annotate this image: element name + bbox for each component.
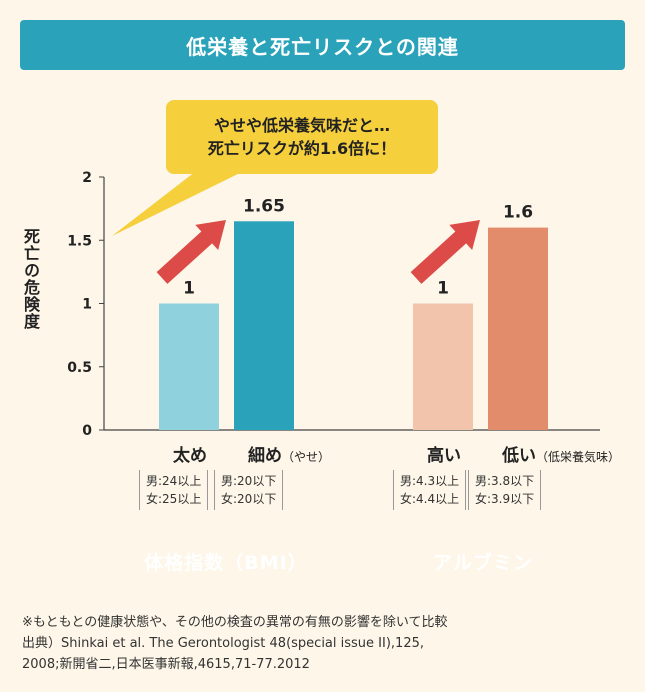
callout-line-2: 死亡リスクが約1.6倍に！ <box>207 139 397 158</box>
x-category-sub: （低栄養気味） <box>536 450 621 464</box>
footer-line-3: 2008;新開省二,日本医事新報,4615,71-77.2012 <box>22 657 310 672</box>
bar-value-label: 1.65 <box>243 196 285 216</box>
threshold-line: 女:4.4以上 <box>400 492 460 506</box>
y-axis-label: 死亡の危険度 <box>21 228 40 330</box>
footer-notes: ※もともとの健康状態や、その他の検査の異常の有無の影響を除いて比較 出典）Shi… <box>22 612 622 675</box>
y-tick-label: 0.5 <box>67 360 92 376</box>
bar <box>159 303 219 430</box>
callout-line-1: やせや低栄養気味だと… <box>213 115 390 135</box>
chart-title: 低栄養と死亡リスクとの関連 <box>20 20 625 70</box>
x-category-label: 太め <box>173 441 207 466</box>
increase-arrow <box>156 220 226 284</box>
bar <box>488 227 548 430</box>
x-category-text: 太め <box>173 446 207 466</box>
threshold-line: 男:4.3以上 <box>400 474 460 488</box>
x-category-sub: （やせ） <box>282 450 331 464</box>
footer-line-2: 出典）Shinkai et al. The Gerontologist 48(s… <box>22 636 424 651</box>
y-tick-label: 1.5 <box>67 233 92 249</box>
callout-bubble: やせや低栄養気味だと… 死亡リスクが約1.6倍に！ <box>166 100 438 174</box>
threshold-line: 男:24以上 <box>146 474 202 488</box>
threshold-note: 男:3.8以下 女:3.9以下 <box>468 470 542 510</box>
x-category-label: 細め（やせ） <box>248 441 330 466</box>
threshold-note: 男:4.3以上 女:4.4以上 <box>393 470 467 510</box>
x-category-text: 低い <box>502 446 536 466</box>
y-tick-label: 0 <box>82 423 92 439</box>
threshold-line: 女:25以上 <box>146 492 202 506</box>
bar-value-label: 1.6 <box>503 203 533 223</box>
bar-value-label: 1 <box>437 279 449 299</box>
group-label-bmi: 体格指数（BMI） <box>144 551 308 574</box>
threshold-line: 女:20以下 <box>221 492 277 506</box>
x-category-text: 高い <box>427 446 461 466</box>
y-tick-label: 1 <box>82 297 92 313</box>
increase-arrow <box>410 220 480 284</box>
threshold-line: 男:20以下 <box>221 474 277 488</box>
bar-value-label: 1 <box>183 279 195 299</box>
x-category-text: 細め <box>248 446 282 466</box>
threshold-note: 男:24以上 女:25以上 <box>139 470 209 510</box>
group-label-albumin: アルブミン <box>433 551 533 574</box>
x-category-label: 高い <box>427 441 461 466</box>
threshold-line: 男:3.8以下 <box>475 474 535 488</box>
bar <box>413 303 473 430</box>
x-category-label: 低い（低栄養気味） <box>502 441 620 466</box>
y-tick-label: 2 <box>82 170 92 186</box>
threshold-line: 女:3.9以下 <box>475 492 535 506</box>
bar <box>234 221 294 430</box>
footer-line-1: ※もともとの健康状態や、その他の検査の異常の有無の影響を除いて比較 <box>22 615 448 630</box>
threshold-note: 男:20以下 女:20以下 <box>214 470 284 510</box>
